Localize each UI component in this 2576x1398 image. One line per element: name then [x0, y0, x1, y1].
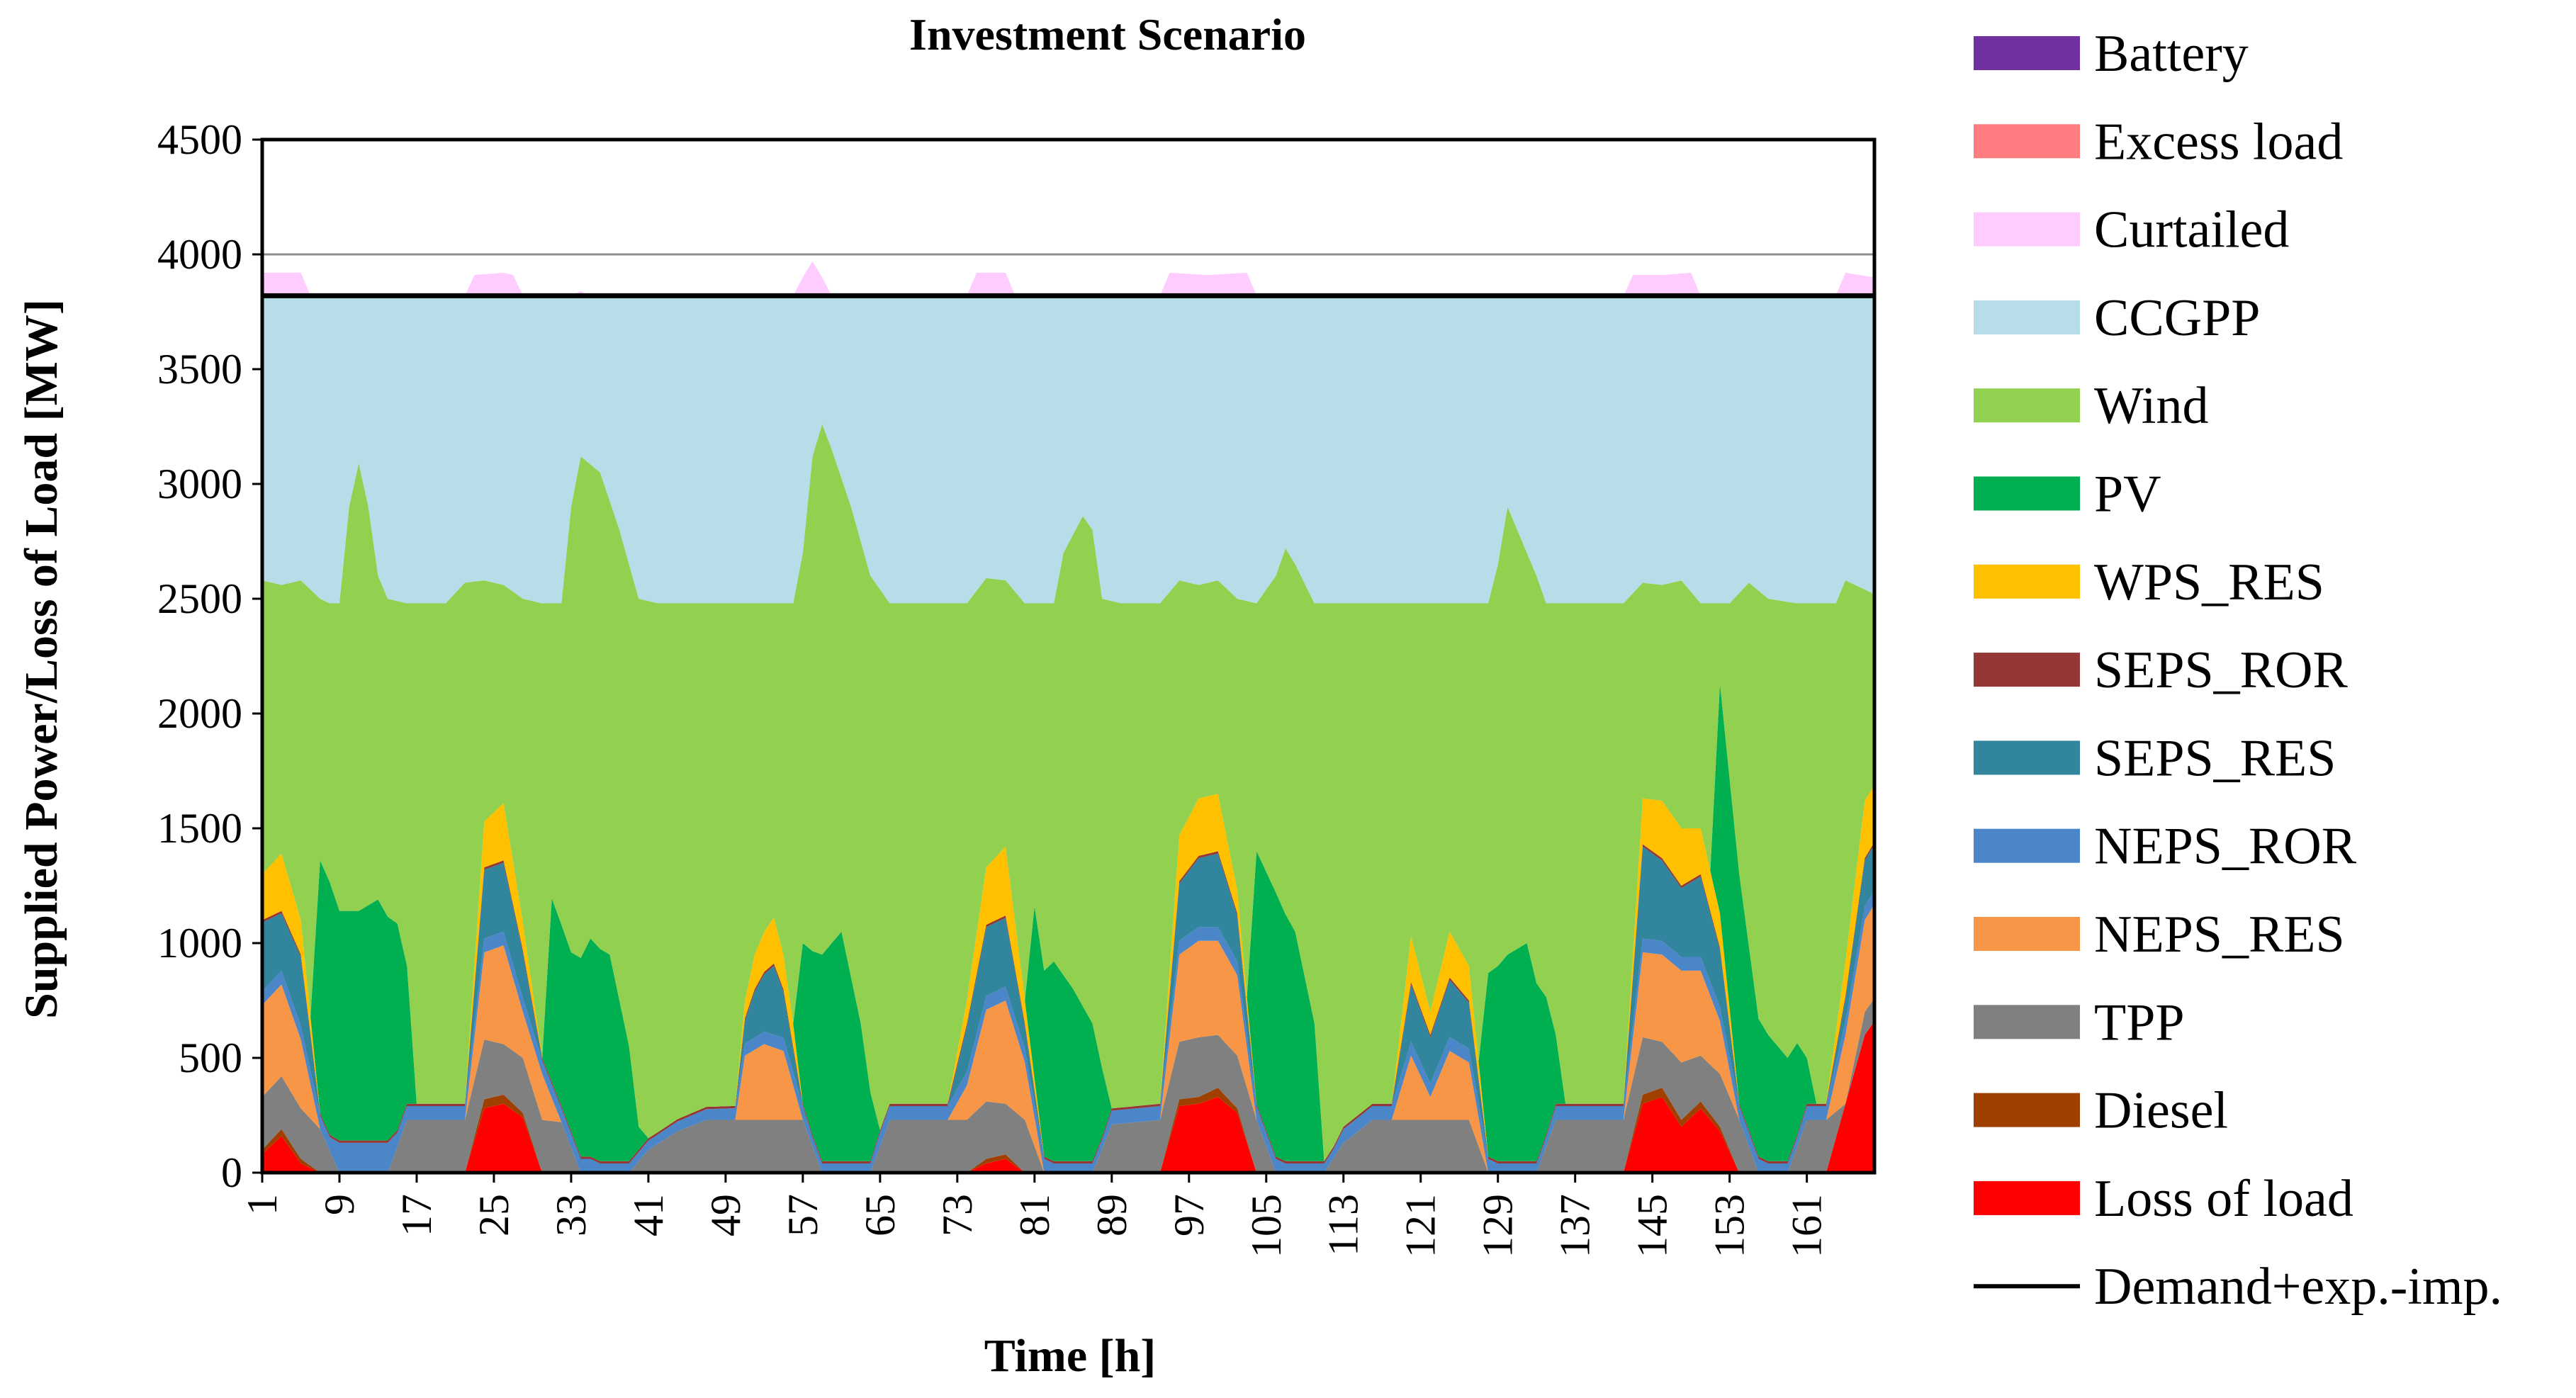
x-tick-label: 105	[1243, 1194, 1290, 1258]
y-tick-label: 500	[179, 1035, 242, 1081]
x-tick-label: 49	[702, 1194, 749, 1236]
legend: Battery Excess load Curtailed CCGPP Wind PV WP…	[1974, 25, 2502, 1316]
x-tick-label: 145	[1629, 1194, 1676, 1258]
y-tick-label: 4500	[157, 116, 242, 163]
x-tick-label: 73	[934, 1194, 981, 1236]
legend-swatch-wind	[1974, 388, 2080, 423]
legend-label-neps-ror: NEPS_ROR	[2094, 818, 2357, 876]
x-tick-label: 17	[393, 1194, 440, 1236]
x-tick-label: 113	[1320, 1194, 1367, 1256]
legend-swatch-seps-ror	[1974, 653, 2080, 687]
y-tick-label: 3500	[157, 346, 242, 393]
area-ccgpp	[262, 295, 1874, 604]
x-tick-label: 129	[1475, 1194, 1522, 1258]
plot-frame	[260, 137, 1877, 1175]
x-tick-label: 57	[780, 1194, 826, 1236]
x-tick-label: 81	[1011, 1194, 1058, 1236]
legend-label-tpp: TPP	[2094, 993, 2185, 1052]
area-loss-of-load	[262, 1021, 1874, 1173]
y-tick-label: 0	[221, 1149, 242, 1196]
x-tick-label: 97	[1166, 1194, 1213, 1236]
x-tick-label: 137	[1552, 1194, 1599, 1258]
legend-label-wps-res: WPS_RES	[2094, 553, 2324, 611]
area-curtailed	[262, 261, 1874, 296]
x-axis-label: Time [h]	[984, 1330, 1157, 1382]
legend-label-diesel: Diesel	[2094, 1082, 2228, 1140]
legend-label-pv: PV	[2094, 466, 2161, 524]
area-tpp	[262, 998, 1874, 1173]
x-tick-label: 1	[239, 1194, 286, 1215]
legend-swatch-seps-res	[1974, 740, 2080, 775]
y-tick-label: 1000	[157, 920, 242, 966]
legend-label-excess-load: Excess load	[2094, 113, 2343, 171]
legend-swatch-ccgpp	[1974, 300, 2080, 334]
y-tick-label: 2000	[157, 690, 242, 737]
legend-swatch-curtailed	[1974, 212, 2080, 247]
legend-label-curtailed: Curtailed	[2094, 201, 2289, 259]
x-tick-label: 161	[1784, 1194, 1830, 1258]
legend-label-demand-exp-imp: Demand+exp.-imp.	[2094, 1258, 2502, 1316]
y-tick-labels: 0 500 1000 1500 2000 2500 3000 3500 4000 4500	[157, 116, 262, 1196]
y-gridlines	[262, 253, 1874, 298]
legend-swatch-loss-of-load	[1974, 1180, 2080, 1215]
legend-swatch-diesel	[1974, 1093, 2080, 1127]
legend-label-seps-ror: SEPS_ROR	[2094, 641, 2348, 699]
legend-swatch-battery	[1974, 36, 2080, 70]
chart-title: Investment Scenario	[909, 9, 1306, 60]
y-axis-label: Supplied Power/Loss of Load [MW]	[16, 299, 67, 1019]
legend-label-seps-res: SEPS_RES	[2094, 729, 2336, 787]
legend-swatch-tpp	[1974, 1005, 2080, 1039]
x-tick-label: 121	[1397, 1194, 1444, 1258]
x-tick-label: 33	[548, 1194, 595, 1236]
area-neps-res	[262, 903, 1874, 1173]
legend-label-wind: Wind	[2094, 377, 2208, 435]
y-tick-label: 3000	[157, 461, 242, 507]
y-tick-label: 2500	[157, 575, 242, 622]
x-tick-label: 9	[316, 1194, 363, 1215]
y-tick-label: 1500	[157, 805, 242, 852]
plot-border	[260, 137, 1877, 1175]
x-tick-label: 89	[1089, 1194, 1135, 1236]
x-tick-label: 153	[1706, 1194, 1753, 1258]
legend-label-neps-res: NEPS_RES	[2094, 906, 2345, 964]
plot-area	[262, 261, 1874, 1173]
x-tick-label: 25	[471, 1194, 517, 1236]
legend-swatch-neps-ror	[1974, 828, 2080, 863]
legend-label-battery: Battery	[2094, 25, 2249, 83]
legend-swatch-excess-load	[1974, 124, 2080, 159]
x-tick-label: 41	[625, 1194, 672, 1236]
legend-label-ccgpp: CCGPP	[2094, 289, 2260, 347]
x-tick-label: 65	[857, 1194, 904, 1236]
area-wind	[262, 424, 1874, 1161]
x-tick-labels: 1 9 17 25 33 41 49 57 65 73 81 89 97 105 113 121 129 137 1…	[239, 1173, 1830, 1258]
legend-swatch-neps-res	[1974, 917, 2080, 951]
legend-swatch-wps-res	[1974, 564, 2080, 599]
legend-swatch-pv	[1974, 476, 2080, 511]
y-tick-label: 4000	[157, 231, 242, 278]
legend-label-loss-of-load: Loss of load	[2094, 1170, 2353, 1228]
area-pv	[262, 683, 1874, 1161]
